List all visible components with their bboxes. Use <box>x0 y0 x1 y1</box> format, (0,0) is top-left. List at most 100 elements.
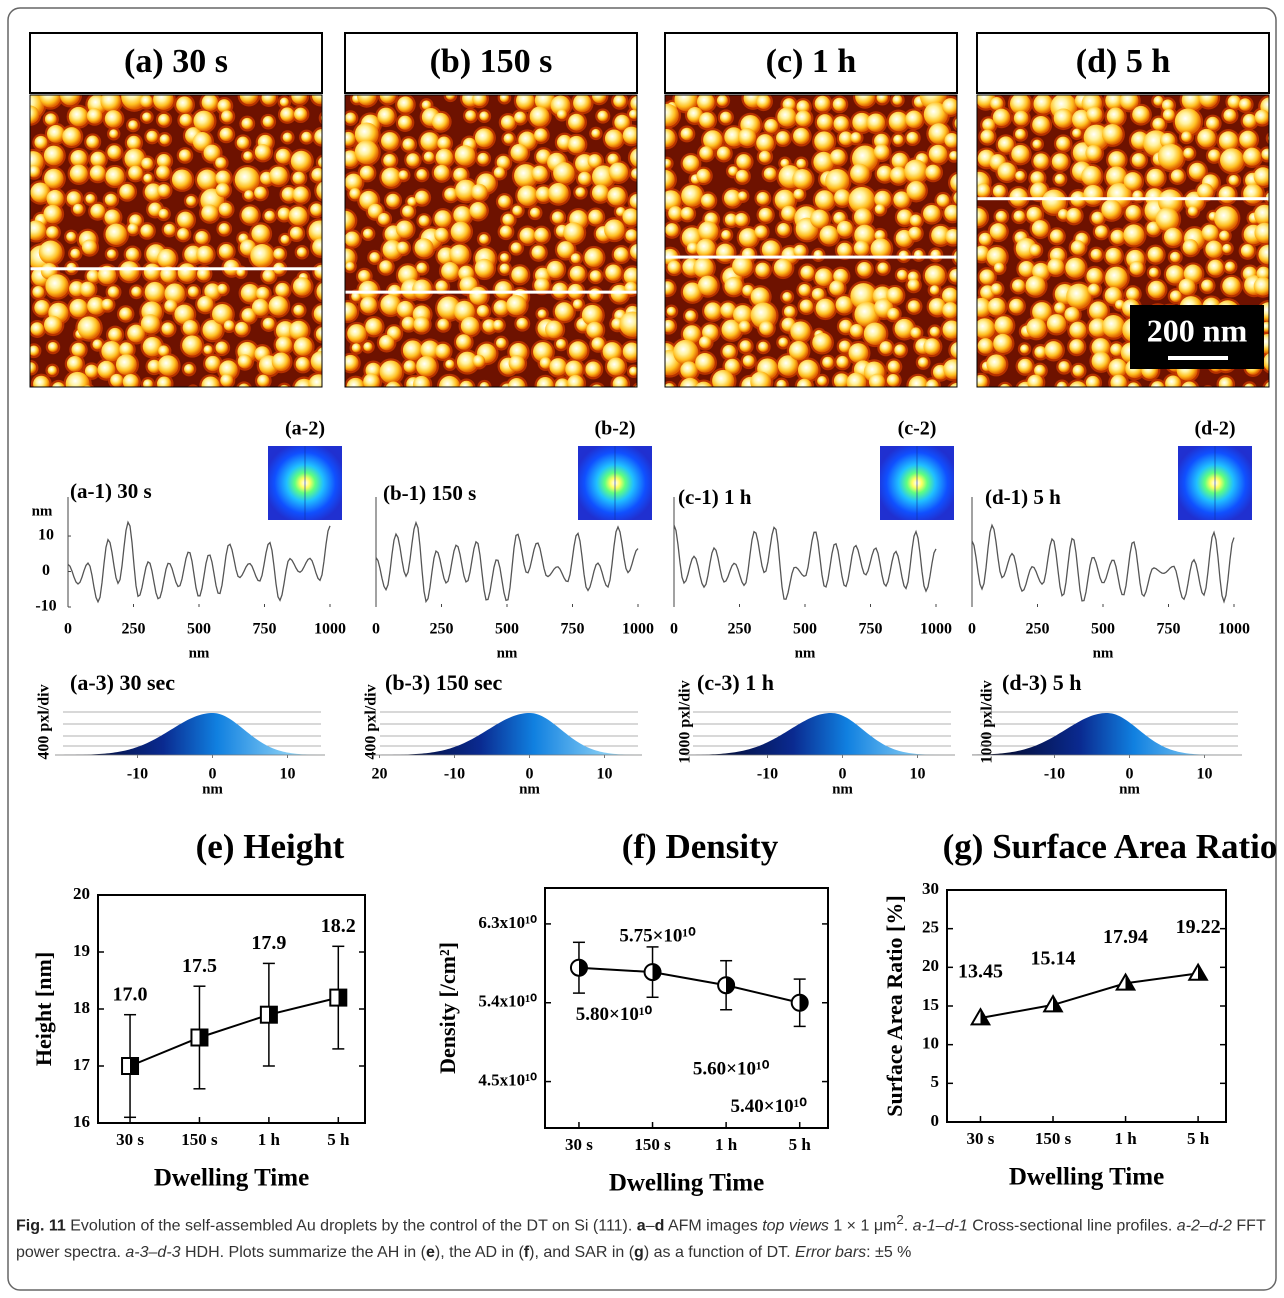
droplet <box>239 95 259 105</box>
droplet <box>351 343 361 353</box>
droplet <box>161 322 175 336</box>
droplet <box>158 208 169 219</box>
droplet <box>395 220 414 238</box>
droplet <box>1183 147 1195 159</box>
droplet <box>1031 220 1049 237</box>
droplet <box>1218 186 1236 204</box>
droplet <box>1066 208 1082 224</box>
series-line <box>578 966 800 1004</box>
droplet <box>34 135 48 149</box>
droplet <box>1101 123 1123 145</box>
droplet <box>674 95 698 112</box>
caption-text: 2 <box>896 1212 904 1227</box>
droplet <box>235 321 249 336</box>
droplet <box>1070 240 1086 255</box>
droplet <box>724 276 743 296</box>
droplet <box>529 207 541 218</box>
x-axis-label: nm <box>1093 645 1114 661</box>
droplet <box>1254 204 1269 226</box>
caption: Fig. 11 Evolution of the self-assembled … <box>16 1206 1266 1266</box>
droplet <box>716 146 731 161</box>
droplet <box>293 107 308 121</box>
droplet <box>758 207 773 222</box>
caption-text: a <box>636 1217 646 1235</box>
droplet <box>854 224 876 246</box>
droplet <box>262 116 274 128</box>
droplet <box>203 144 221 162</box>
droplet <box>759 320 774 336</box>
droplet <box>445 95 456 100</box>
droplet <box>721 230 732 240</box>
droplet <box>874 230 886 241</box>
x-tick-label: 1 h <box>715 1135 738 1154</box>
y-axis-label: Height [nm] <box>31 952 56 1066</box>
droplet <box>423 151 435 163</box>
value-label: 18.2 <box>321 915 356 937</box>
scale-bar-label: 200 nm <box>1147 312 1248 348</box>
droplet <box>472 95 487 107</box>
histogram-y-label: 1000 pxl/div <box>979 680 996 763</box>
droplet <box>695 381 713 387</box>
droplet <box>38 240 63 265</box>
droplet <box>835 296 853 314</box>
droplet <box>519 227 536 244</box>
droplet <box>81 239 97 255</box>
droplet <box>282 132 293 143</box>
droplet <box>45 274 69 298</box>
y-tick-label: 20 <box>922 956 939 975</box>
x-tick-label: 150 s <box>634 1135 671 1154</box>
droplet <box>277 207 291 221</box>
droplet <box>928 123 950 145</box>
droplet <box>681 227 703 248</box>
panel-header <box>344 32 638 94</box>
droplet <box>119 307 133 321</box>
droplet <box>631 168 637 180</box>
droplet <box>100 95 121 112</box>
droplet <box>550 95 571 116</box>
droplet <box>517 185 538 206</box>
droplet <box>495 337 507 349</box>
histogram-area <box>972 713 1242 755</box>
droplet <box>1030 182 1048 200</box>
droplet <box>1104 287 1122 305</box>
droplet <box>798 283 811 297</box>
droplet <box>197 267 211 281</box>
droplet <box>942 320 957 339</box>
droplet <box>1244 383 1255 387</box>
droplet <box>908 226 922 241</box>
droplet <box>433 164 450 181</box>
droplet <box>924 265 946 286</box>
droplet <box>1049 229 1064 244</box>
droplet <box>84 364 99 378</box>
droplet <box>465 110 477 122</box>
droplet <box>482 319 496 333</box>
droplet <box>1218 377 1233 387</box>
droplet <box>723 189 741 207</box>
droplet <box>1026 318 1047 339</box>
droplet <box>777 107 797 127</box>
droplet <box>516 95 535 111</box>
x-tick-label: 750 <box>859 621 883 638</box>
x-tick-label: 1 h <box>258 1130 281 1149</box>
histogram-label: (b-3) 150 sec <box>385 670 503 695</box>
droplet <box>734 212 749 227</box>
droplet <box>345 210 356 231</box>
droplet <box>30 182 51 203</box>
droplet <box>416 355 437 377</box>
droplet <box>548 182 569 204</box>
droplet <box>1223 108 1237 122</box>
droplet <box>873 144 890 160</box>
droplet <box>810 209 829 229</box>
droplet <box>849 324 864 338</box>
droplet <box>453 206 472 225</box>
droplet-halo <box>1203 384 1213 387</box>
x-tick-label: 1000 <box>314 621 346 638</box>
droplet <box>176 96 193 114</box>
droplet <box>345 261 355 272</box>
droplet <box>164 299 178 313</box>
droplet <box>722 344 736 359</box>
droplet <box>171 169 193 190</box>
droplet <box>499 225 513 238</box>
droplet <box>30 345 40 356</box>
droplet <box>86 108 103 124</box>
